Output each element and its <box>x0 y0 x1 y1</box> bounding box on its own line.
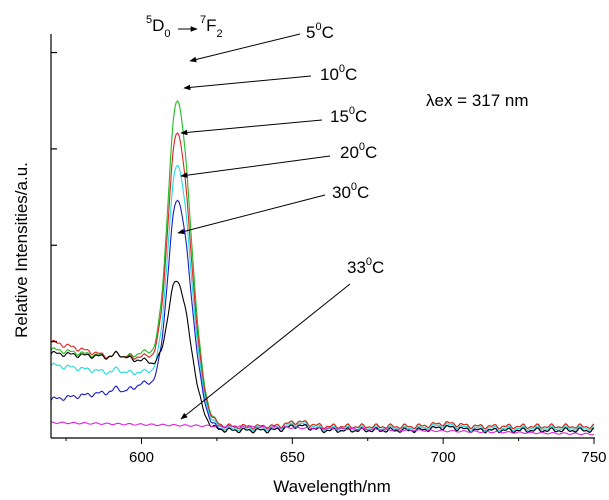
series-line-20C <box>50 199 595 434</box>
series-line-15C <box>50 164 595 432</box>
x-tick-label: 750 <box>581 449 606 466</box>
degree-superscript: 0 <box>339 63 345 75</box>
temperature-unit: C <box>322 23 334 42</box>
temperature-value: 15 <box>330 107 349 126</box>
temperature-value: 5 <box>306 23 315 42</box>
temperature-label-15C: 150C <box>180 105 367 136</box>
lower-level-symbol: F <box>206 16 216 35</box>
temperature-value: 33 <box>347 258 366 277</box>
lower-level-superscript: 7 <box>200 14 206 26</box>
degree-superscript: 0 <box>351 181 357 193</box>
temperature-arrow <box>177 194 326 235</box>
temperature-unit: C <box>357 183 369 202</box>
series-line-33C <box>50 421 595 436</box>
temperature-value: 30 <box>332 183 351 202</box>
degree-superscript: 0 <box>359 141 365 153</box>
temperature-arrow <box>180 119 323 136</box>
temperature-text: 50C <box>306 21 334 42</box>
series-line-10C <box>50 132 595 430</box>
upper-level-subscript: 0 <box>164 28 170 40</box>
excitation-label: λex = 317 nm <box>426 91 529 110</box>
y-axis-title: Relative Intensities/a.u. <box>12 162 31 338</box>
degree-superscript: 0 <box>349 105 355 117</box>
degree-superscript: 0 <box>366 256 372 268</box>
temperature-unit: C <box>345 65 357 84</box>
transition-lower-text: 7F2 <box>200 14 223 40</box>
temperature-arrow <box>183 75 312 91</box>
temperature-text: 300C <box>332 181 369 202</box>
temperature-unit: C <box>372 258 384 277</box>
temperature-value: 20 <box>340 143 359 162</box>
temperature-unit: C <box>355 107 367 126</box>
x-tick-label: 600 <box>129 449 154 466</box>
temperature-text: 100C <box>320 63 357 84</box>
temperature-label-10C: 100C <box>183 63 357 91</box>
temperature-arrow <box>180 155 331 178</box>
degree-superscript: 0 <box>315 21 321 33</box>
series-line-30C <box>50 280 595 434</box>
text-layer: Wavelength/nm Relative Intensities/a.u. <box>12 162 391 496</box>
series-layer <box>50 100 595 436</box>
ticks-layer: 600 650 700 750 <box>51 51 607 466</box>
transition-label: 5D0 7F2 <box>146 14 223 40</box>
x-tick-label: 700 <box>431 449 456 466</box>
transition-text: 5D0 <box>146 14 171 40</box>
x-tick-label: 650 <box>280 449 305 466</box>
series-line-5C <box>50 100 595 430</box>
lower-level-subscript: 2 <box>217 28 223 40</box>
temperature-label-5C: 50C <box>189 21 334 63</box>
temperature-arrow <box>189 33 301 63</box>
temperature-text: 330C <box>347 256 384 277</box>
temperature-value: 10 <box>320 65 339 84</box>
upper-level-superscript: 5 <box>146 14 152 26</box>
temperature-text: 200C <box>340 141 377 162</box>
temperature-text: 150C <box>330 105 367 126</box>
upper-level-symbol: D <box>152 16 164 35</box>
temperature-arrow <box>180 283 351 420</box>
temperature-label-20C: 200C <box>180 141 377 178</box>
temperature-unit: C <box>365 143 377 162</box>
temperature-label-33C: 330C <box>180 256 384 420</box>
x-axis-title: Wavelength/nm <box>273 477 390 496</box>
temperature-label-30C: 300C <box>177 181 369 235</box>
